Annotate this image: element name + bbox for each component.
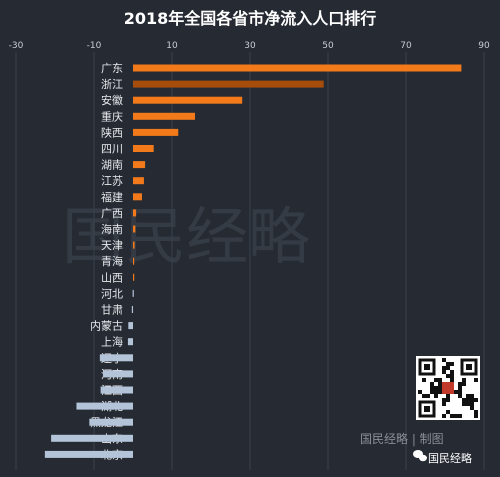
bar	[99, 354, 133, 362]
bar	[133, 145, 154, 152]
bar	[133, 209, 137, 217]
footer-credit: 国民经略 | 制图	[360, 431, 444, 446]
bar	[44, 450, 133, 458]
category-label: 内蒙古	[90, 319, 123, 333]
bar	[133, 80, 324, 88]
category-label: 上海	[101, 335, 123, 349]
gridlines	[15, 52, 485, 470]
category-label: 甘肃	[101, 304, 123, 317]
category-label: 湖南	[101, 159, 123, 172]
bar	[133, 177, 144, 185]
category-label: 广东	[101, 62, 123, 75]
category-label: 江苏	[101, 175, 123, 188]
category-label: 四川	[101, 143, 123, 156]
category-label: 陕西	[101, 125, 123, 139]
bar	[133, 112, 196, 120]
bars	[44, 64, 462, 458]
bar	[133, 241, 135, 249]
bar	[89, 418, 133, 426]
bar	[133, 193, 142, 201]
bar	[102, 370, 133, 378]
bar	[133, 96, 243, 104]
x-tick-label: -30	[9, 41, 24, 51]
bar	[128, 322, 133, 330]
bar	[133, 225, 136, 233]
x-tick-label: 50	[322, 41, 334, 51]
category-label: 重庆	[101, 109, 123, 123]
bar	[76, 402, 133, 410]
category-label: 山西	[101, 271, 123, 284]
x-axis-ticks: -30 -10 10 30 50 70 90	[9, 41, 490, 51]
x-tick-label: 90	[478, 41, 490, 51]
bar	[133, 161, 146, 169]
x-tick-label: 70	[400, 41, 412, 51]
bar	[133, 64, 462, 72]
category-label: 海南	[101, 222, 123, 236]
bar	[132, 289, 134, 297]
footer-brand: 国民经略	[428, 451, 472, 465]
bar	[133, 273, 135, 281]
category-label: 青海	[101, 254, 123, 268]
category-label: 广西	[101, 207, 123, 220]
bar	[133, 128, 179, 136]
bar	[133, 257, 135, 265]
category-label: 安徽	[101, 93, 123, 107]
x-tick-label: 10	[166, 41, 178, 51]
category-label: 河北	[101, 287, 123, 300]
x-tick-label: -10	[87, 41, 102, 51]
wechat-icon	[413, 450, 427, 462]
bar	[100, 386, 133, 394]
x-tick-label: 30	[244, 41, 256, 51]
category-label: 天津	[101, 239, 123, 252]
bar	[131, 306, 134, 313]
bar	[51, 434, 133, 442]
watermark-text: 国民经略	[62, 200, 310, 273]
category-label: 福建	[101, 190, 123, 204]
bar	[127, 338, 133, 346]
qr-center-logo	[442, 382, 454, 394]
category-label: 浙江	[101, 78, 123, 91]
chart-title: 2018年全国各省市净流入人口排行	[124, 9, 377, 28]
qr-code	[416, 356, 480, 420]
